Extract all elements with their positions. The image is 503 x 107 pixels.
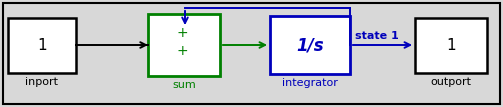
Text: integrator: integrator: [282, 78, 338, 88]
Text: 1: 1: [37, 38, 47, 53]
Text: sum: sum: [172, 80, 196, 90]
Text: +: +: [176, 26, 188, 40]
Text: outport: outport: [431, 77, 471, 87]
Text: inport: inport: [26, 77, 58, 87]
Text: 1: 1: [446, 38, 456, 53]
Text: state 1: state 1: [355, 31, 399, 41]
Bar: [148, 14, 220, 76]
Bar: [8, 18, 76, 73]
Text: 1/s: 1/s: [296, 36, 324, 54]
Text: +: +: [176, 44, 188, 58]
Bar: [415, 18, 487, 73]
Bar: [270, 16, 350, 74]
